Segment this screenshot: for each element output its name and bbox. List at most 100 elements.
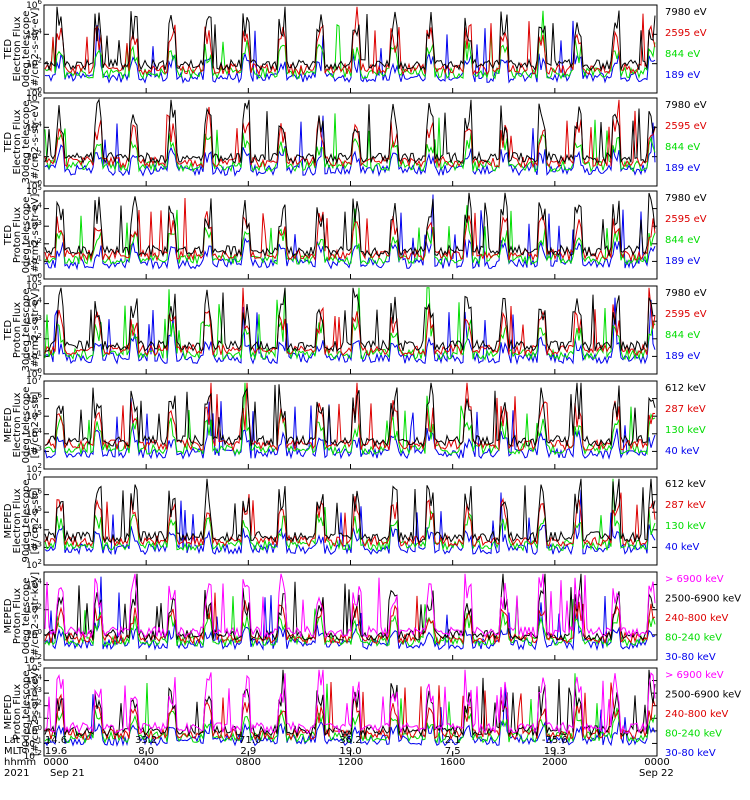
date-start: Sep 21 [50, 768, 85, 779]
legend-entry: 80-240 keV [665, 729, 722, 740]
y-axis-title-line: [#/cm2-s-str] [30, 391, 41, 458]
footer-row-label: Lat [4, 735, 20, 746]
y-axis-title-line: Electron Flux [12, 392, 23, 457]
y-axis-title-line: Electron Flux [12, 109, 23, 174]
legend-entry: 2500-6900 keV [665, 690, 741, 701]
legend-entry: 287 keV [665, 404, 706, 415]
y-axis-title-line: 90deg telescope [21, 479, 32, 562]
y-axis-title-line: 0deg telescope [21, 578, 32, 655]
y-axis-title-line: [#/cm2-s-str-eV] [30, 8, 41, 91]
mlt-label: 2.9 [240, 746, 256, 757]
series-line [44, 573, 656, 639]
legend-entry: 7980 eV [665, 193, 707, 204]
footer-row-label: 2021 [4, 768, 29, 779]
y-axis-title-line: TED [3, 132, 14, 153]
legend-entry: > 6900 keV [665, 574, 724, 585]
y-tick-label: 106 [26, 0, 42, 11]
series-line [44, 681, 656, 742]
legend-entry: 130 keV [665, 425, 706, 436]
time-label: 1600 [440, 757, 465, 768]
series-line [44, 6, 656, 72]
lat-label: 2.1 [445, 735, 461, 746]
series-line [44, 297, 656, 366]
y-axis-title-line: Proton Flux [12, 207, 23, 263]
lat-label: -71.0 [235, 735, 261, 746]
mlt-label: 19.0 [339, 746, 361, 757]
y-axis-title-line: Proton Flux [12, 588, 23, 644]
footer-row-label: hhmm [4, 757, 36, 768]
y-axis-title-line: 30deg telescope [21, 288, 32, 371]
y-axis-title-line: [#/cm2-s-str-eV] [30, 101, 41, 184]
legend-entry: 2595 eV [665, 28, 707, 39]
legend-entry: 844 eV [665, 235, 700, 246]
mlt-label: 8.0 [138, 746, 154, 757]
legend-entry: 30-80 keV [665, 748, 716, 759]
y-axis-title-line: [#/cm2-s-str-eV] [30, 289, 41, 372]
series-line [44, 596, 656, 648]
y-axis-title-line: [#/cm2-s-str-keV] [30, 572, 41, 660]
y-axis-title-line: [#/cm2-s-str-eV] [30, 194, 41, 277]
time-label: 1200 [338, 757, 363, 768]
lat-label: 14.6 [45, 735, 67, 746]
y-axis-title-line: 0deg telescope [21, 387, 32, 464]
y-axis-title-line: MEPED [3, 407, 14, 442]
legend-entry: 2595 eV [665, 214, 707, 225]
legend-entry: 40 keV [665, 542, 699, 553]
panel-frame [43, 285, 658, 375]
series-line [44, 382, 656, 452]
y-axis-title-line: 90deg telescope [21, 670, 32, 753]
series-line [44, 382, 656, 448]
y-axis-title-line: MEPED [3, 694, 14, 729]
legend-entry: 7980 eV [665, 7, 707, 18]
y-axis-title-line: 0deg telescope [21, 197, 32, 274]
legend-entry: 2595 eV [665, 309, 707, 320]
legend-entry: 240-800 keV [665, 709, 729, 720]
y-axis-title-line: [#/cm2-s-str] [30, 487, 41, 554]
series-line [44, 592, 656, 646]
legend-entry: 7980 eV [665, 100, 707, 111]
y-axis-title-line: TED [3, 225, 14, 246]
mlt-label: 7.5 [445, 746, 461, 757]
series-line [44, 669, 656, 738]
time-label: 0000 [43, 757, 68, 768]
legend-entry: 189 eV [665, 351, 700, 362]
legend-entry: 287 keV [665, 500, 706, 511]
series-line [44, 397, 656, 460]
legend-entry: 240-800 keV [665, 613, 729, 624]
legend-entry: 2500-6900 keV [665, 594, 741, 605]
legend-entry: 189 eV [665, 163, 700, 174]
series-line [44, 478, 656, 544]
legend-entry: 2595 eV [665, 121, 707, 132]
series-line [44, 99, 656, 169]
time-label: 2000 [542, 757, 567, 768]
legend-entry: 189 eV [665, 256, 700, 267]
y-axis-title-line: MEPED [3, 503, 14, 538]
series-line [44, 10, 656, 80]
series-line [44, 673, 656, 744]
series-line [44, 669, 656, 735]
y-axis-title-line: Proton Flux [12, 684, 23, 740]
series-line [44, 287, 656, 357]
lat-label: 33.2 [135, 735, 157, 746]
mlt-label: 19.6 [45, 746, 67, 757]
y-axis-title-line: 0deg telescope [21, 11, 32, 88]
date-end: Sep 22 [639, 768, 674, 779]
legend-entry: 612 keV [665, 479, 706, 490]
footer-row-label: MLT [4, 746, 24, 757]
legend-entry: 612 keV [665, 383, 706, 394]
mlt-label: 19.3 [544, 746, 566, 757]
legend-entry: 844 eV [665, 330, 700, 341]
legend-entry: 844 eV [665, 142, 700, 153]
series-line [44, 382, 656, 456]
